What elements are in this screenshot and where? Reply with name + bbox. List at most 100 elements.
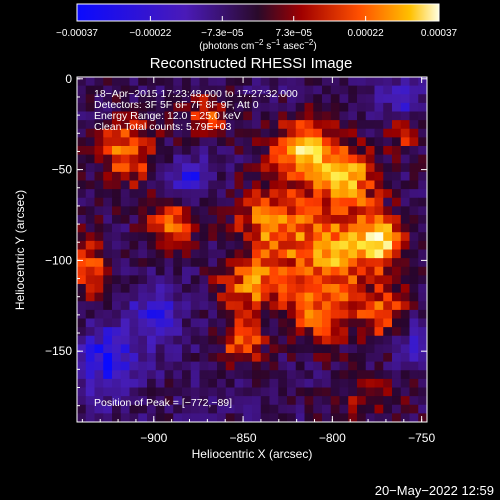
- heatmap-cell: [217, 128, 227, 138]
- heatmap-cell: [199, 180, 209, 190]
- heatmap-cell: [155, 197, 165, 207]
- heatmap-cell: [260, 327, 270, 337]
- heatmap-cell: [330, 206, 340, 216]
- heatmap-cell: [155, 318, 165, 328]
- timestamp: 20−May−2022 12:59: [374, 483, 494, 498]
- heatmap-cell: [112, 77, 122, 87]
- heatmap-cell: [155, 292, 165, 302]
- heatmap-cell: [409, 327, 419, 337]
- heatmap-cell: [383, 361, 393, 371]
- heatmap-cell: [225, 309, 235, 320]
- heatmap-cell: [252, 85, 262, 95]
- heatmap-cell: [164, 370, 174, 380]
- heatmap-cell: [409, 94, 419, 104]
- heatmap-cell: [365, 223, 375, 233]
- heatmap-cell: [85, 94, 95, 104]
- heatmap-cell: [278, 154, 288, 164]
- heatmap-cell: [225, 361, 235, 371]
- heatmap-cell: [138, 309, 148, 320]
- heatmap-cell: [217, 223, 227, 233]
- heatmap-cell: [287, 232, 297, 242]
- heatmap-cell: [190, 327, 200, 337]
- heatmap-cell: [120, 292, 130, 302]
- heatmap-cell: [243, 120, 253, 130]
- heatmap-cell: [278, 370, 288, 380]
- heatmap-cell: [243, 206, 253, 216]
- heatmap-cell: [365, 146, 375, 156]
- heatmap-cell: [339, 137, 349, 147]
- heatmap-cell: [225, 301, 235, 311]
- heatmap-cell: [182, 146, 192, 156]
- heatmap-cell: [365, 301, 375, 311]
- heatmap-cell: [243, 327, 253, 337]
- heatmap-cell: [147, 292, 157, 302]
- heatmap-cell: [85, 387, 95, 397]
- heatmap-cell: [383, 275, 393, 285]
- heatmap-cell: [400, 189, 410, 199]
- heatmap-cell: [330, 223, 340, 233]
- heatmap-cell: [392, 77, 402, 87]
- heatmap-cell: [400, 154, 410, 164]
- heatmap-cell: [173, 120, 183, 130]
- heatmap-cell: [77, 223, 87, 233]
- heatmap-cell: [374, 197, 384, 207]
- heatmap-cell: [313, 309, 323, 320]
- heatmap-cell: [322, 163, 332, 173]
- heatmap-cell: [392, 327, 402, 337]
- heatmap-cell: [374, 284, 384, 294]
- heatmap-cell: [392, 189, 402, 199]
- heatmap-cell: [129, 249, 139, 259]
- heatmap-cell: [77, 344, 87, 354]
- heatmap-cell: [330, 318, 340, 328]
- heatmap-cell: [182, 327, 192, 337]
- heatmap-cell: [112, 197, 122, 207]
- heatmap-cell: [85, 189, 95, 199]
- heatmap-cell: [243, 128, 253, 138]
- heatmap-cell: [147, 85, 157, 95]
- heatmap-cell: [348, 120, 358, 130]
- heatmap-cell: [243, 387, 253, 397]
- heatmap-cell: [339, 120, 349, 130]
- heatmap-cell: [112, 318, 122, 328]
- heatmap-cell: [234, 404, 244, 414]
- heatmap-cell: [418, 249, 427, 259]
- heatmap-cell: [383, 413, 393, 422]
- heatmap-cell: [77, 120, 87, 130]
- heatmap-cell: [94, 309, 104, 320]
- heatmap-cell: [295, 154, 305, 164]
- heatmap-cell: [138, 223, 148, 233]
- heatmap-cell: [295, 284, 305, 294]
- heatmap-cell: [269, 335, 279, 345]
- heatmap-cell: [269, 378, 279, 389]
- heatmap-cell: [313, 154, 323, 164]
- heatmap-cell: [147, 189, 157, 199]
- heatmap-cell: [287, 309, 297, 320]
- heatmap-cell: [147, 111, 157, 121]
- heatmap-cell: [269, 146, 279, 156]
- heatmap-cell: [260, 77, 270, 87]
- heatmap-cell: [120, 180, 130, 190]
- heatmap-cell: [269, 163, 279, 173]
- heatmap-cell: [182, 292, 192, 302]
- heatmap-cell: [129, 353, 139, 363]
- heatmap-cell: [330, 370, 340, 380]
- heatmap-cell: [190, 318, 200, 328]
- heatmap-cell: [147, 137, 157, 147]
- heatmap-cell: [155, 353, 165, 363]
- heatmap-cell: [155, 258, 165, 268]
- heatmap-cell: [418, 85, 427, 95]
- heatmap-cell: [287, 128, 297, 138]
- heatmap-cell: [103, 120, 113, 130]
- heatmap-cell: [217, 344, 227, 354]
- heatmap-cell: [252, 171, 262, 182]
- heatmap-cell: [304, 318, 314, 328]
- heatmap-cell: [164, 301, 174, 311]
- heatmap-cell: [409, 301, 419, 311]
- heatmap-cell: [173, 249, 183, 259]
- heatmap-cell: [383, 249, 393, 259]
- heatmap-cell: [357, 215, 367, 225]
- heatmap-cell: [374, 266, 384, 276]
- heatmap-cell: [208, 344, 218, 354]
- heatmap-cell: [304, 266, 314, 276]
- heatmap-cell: [182, 128, 192, 138]
